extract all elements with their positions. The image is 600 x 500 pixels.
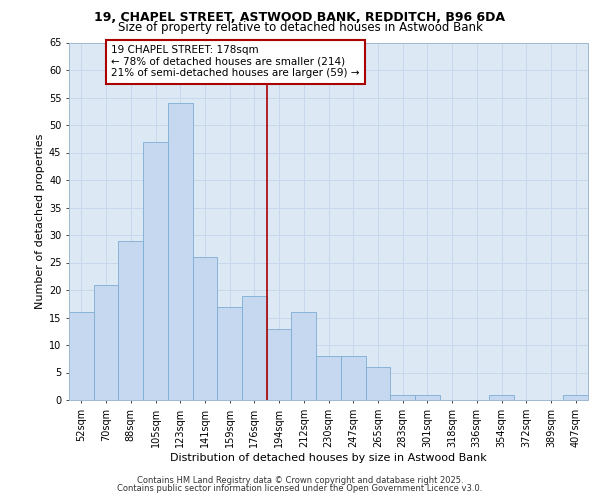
Bar xyxy=(365,367,390,400)
Text: Contains HM Land Registry data © Crown copyright and database right 2025.: Contains HM Land Registry data © Crown c… xyxy=(137,476,463,485)
Bar xyxy=(563,394,588,400)
Text: Size of property relative to detached houses in Astwood Bank: Size of property relative to detached ho… xyxy=(118,21,482,34)
Bar xyxy=(168,103,193,400)
Bar xyxy=(489,394,514,400)
Text: 19, CHAPEL STREET, ASTWOOD BANK, REDDITCH, B96 6DA: 19, CHAPEL STREET, ASTWOOD BANK, REDDITC… xyxy=(95,11,505,24)
Bar xyxy=(292,312,316,400)
Bar xyxy=(94,284,118,400)
Bar xyxy=(217,306,242,400)
Bar xyxy=(143,142,168,400)
Y-axis label: Number of detached properties: Number of detached properties xyxy=(35,134,44,309)
Bar xyxy=(316,356,341,400)
Bar xyxy=(267,328,292,400)
Bar xyxy=(390,394,415,400)
Bar xyxy=(69,312,94,400)
Bar xyxy=(118,240,143,400)
X-axis label: Distribution of detached houses by size in Astwood Bank: Distribution of detached houses by size … xyxy=(170,452,487,462)
Bar xyxy=(193,257,217,400)
Bar xyxy=(242,296,267,400)
Bar xyxy=(341,356,365,400)
Text: Contains public sector information licensed under the Open Government Licence v3: Contains public sector information licen… xyxy=(118,484,482,493)
Text: 19 CHAPEL STREET: 178sqm
← 78% of detached houses are smaller (214)
21% of semi-: 19 CHAPEL STREET: 178sqm ← 78% of detach… xyxy=(111,46,359,78)
Bar xyxy=(415,394,440,400)
